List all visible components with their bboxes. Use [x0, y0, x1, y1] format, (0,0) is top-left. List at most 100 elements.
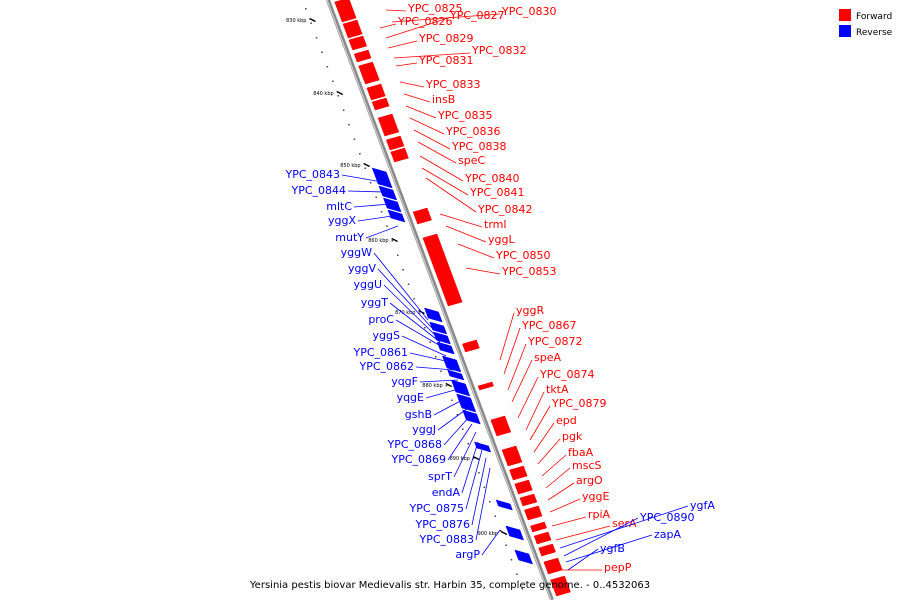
forward-gene-label[interactable]: argO	[576, 474, 603, 487]
minor-tick	[440, 370, 442, 372]
forward-gene-label[interactable]: YPC_0842	[477, 203, 533, 216]
minor-tick	[494, 515, 496, 517]
forward-gene-label[interactable]: YPC_0829	[418, 32, 474, 45]
forward-gene-label[interactable]: YPC_0840	[464, 172, 520, 185]
forward-gene-label[interactable]: YPC_0826	[397, 15, 453, 28]
forward-gene-label[interactable]: pgk	[562, 430, 583, 443]
reverse-gene-label[interactable]: proC	[368, 313, 394, 326]
forward-gene-label[interactable]: insB	[432, 93, 455, 106]
forward-gene-label[interactable]: YPC_0835	[437, 109, 493, 122]
forward-leader-line	[549, 498, 581, 513]
reverse-gene-label[interactable]: zapA	[654, 528, 681, 541]
forward-gene-label[interactable]: YPC_0872	[527, 335, 583, 348]
reverse-leader-line	[395, 319, 445, 349]
gene-arrow	[441, 355, 462, 373]
forward-leader-line	[547, 482, 575, 501]
forward-gene-label[interactable]: YPC_0836	[445, 125, 501, 138]
reverse-leader-line	[453, 431, 477, 478]
reverse-gene-label[interactable]: YPC_0883	[418, 533, 474, 546]
reverse-gene-label[interactable]: yggW	[341, 246, 372, 259]
forward-gene-label[interactable]: serA	[612, 517, 637, 530]
reverse-gene-label[interactable]: sprT	[428, 470, 452, 483]
forward-gene-label[interactable]: pepP	[604, 561, 632, 574]
forward-gene-label[interactable]: speC	[458, 154, 485, 167]
forward-gene-label[interactable]: YPC_0832	[471, 44, 527, 57]
reverse-gene-label[interactable]: mutY	[335, 231, 364, 244]
forward-gene-label[interactable]: YPC_0830	[501, 5, 557, 18]
reverse-gene-label[interactable]: yggT	[361, 296, 388, 309]
forward-gene-label[interactable]: mscS	[572, 459, 601, 472]
reverse-gene-label[interactable]: argP	[455, 548, 480, 561]
forward-gene-label[interactable]: YPC_0853	[501, 265, 557, 278]
forward-gene-label[interactable]: YPC_0825	[407, 2, 463, 15]
reverse-leader-line	[559, 505, 689, 549]
forward-gene-label[interactable]: yggR	[516, 304, 544, 317]
reverse-gene-label[interactable]: YPC_0844	[290, 184, 346, 197]
reverse-leader-line	[419, 379, 459, 383]
reverse-gene-label[interactable]: endA	[432, 486, 461, 499]
reverse-gene-label[interactable]: YPC_0890	[639, 511, 695, 524]
reverse-gene-label[interactable]: YPC_0861	[352, 346, 408, 359]
reverse-gene-label[interactable]: yqgE	[397, 391, 424, 404]
forward-gene-label[interactable]: yggL	[488, 233, 515, 246]
reverse-gene-label[interactable]: YPC_0869	[390, 453, 446, 466]
reverse-gene-label[interactable]: YPC_0868	[386, 438, 442, 451]
reverse-gene-label[interactable]: YPC_0843	[284, 168, 340, 181]
reverse-leader-line	[443, 415, 471, 446]
reverse-gene-label[interactable]: yggJ	[412, 423, 436, 436]
minor-tick	[359, 153, 361, 155]
gene-arrow	[519, 493, 538, 507]
reverse-gene-label[interactable]: yqgF	[391, 375, 418, 388]
minor-tick	[429, 341, 431, 343]
reverse-gene-label[interactable]: YPC_0876	[414, 518, 470, 531]
forward-gene-label[interactable]: YPC_0850	[495, 249, 551, 262]
reverse-leader-line	[471, 457, 487, 526]
gene-arrow	[477, 381, 494, 391]
reverse-leader-line	[565, 534, 653, 563]
forward-gene-label[interactable]: yggE	[582, 490, 609, 503]
gene-arrow	[366, 83, 386, 101]
reverse-gene-label[interactable]: yggS	[373, 329, 400, 342]
forward-leader-line	[417, 141, 457, 164]
forward-gene-label[interactable]: YPC_0838	[451, 140, 507, 153]
reverse-gene-label[interactable]: ygfB	[600, 542, 625, 555]
reverse-gene-label[interactable]: yggX	[328, 214, 356, 227]
minor-tick	[375, 196, 377, 198]
major-tick	[472, 455, 480, 461]
forward-gene-label[interactable]: speA	[534, 351, 561, 364]
forward-leader-line	[537, 438, 561, 465]
reverse-gene-label[interactable]: yggV	[348, 262, 376, 275]
forward-gene-label[interactable]: YPC_0867	[521, 319, 577, 332]
reverse-gene-label[interactable]: ygfA	[690, 499, 715, 512]
minor-tick	[483, 486, 486, 488]
gene-arrow	[514, 549, 534, 565]
reverse-gene-label[interactable]: yggU	[353, 278, 382, 291]
reverse-gene-label[interactable]: YPC_0875	[408, 502, 464, 515]
forward-leader-line	[529, 405, 551, 441]
forward-leader-line	[395, 62, 418, 67]
reverse-gene-label[interactable]: gshB	[405, 408, 432, 421]
minor-tick	[424, 327, 426, 329]
forward-gene-label[interactable]: YPC_0879	[551, 397, 607, 410]
minor-tick	[462, 428, 464, 430]
reverse-leader-line	[433, 397, 467, 416]
forward-leader-line	[445, 225, 487, 243]
gene-arrow	[358, 61, 380, 85]
forward-leader-line	[499, 312, 515, 361]
reverse-gene-label[interactable]: YPC_0862	[358, 360, 414, 373]
forward-gene-label[interactable]: trmI	[484, 218, 507, 231]
reverse-gene-label[interactable]: mltC	[326, 200, 352, 213]
forward-gene-label[interactable]: YPC_0833	[425, 78, 481, 91]
gene-arrow	[377, 113, 400, 137]
forward-gene-label[interactable]: rpiA	[588, 508, 611, 521]
forward-gene-label[interactable]: YPC_0831	[418, 54, 474, 67]
forward-leader-line	[403, 93, 431, 103]
forward-gene-label[interactable]: epd	[556, 414, 577, 427]
forward-leader-line	[545, 467, 571, 489]
forward-gene-label[interactable]: tktA	[546, 383, 569, 396]
gene-arrow	[550, 575, 571, 597]
forward-gene-label[interactable]: YPC_0874	[539, 368, 595, 381]
forward-gene-label[interactable]: YPC_0841	[469, 186, 525, 199]
forward-gene-label[interactable]: fbaA	[568, 446, 594, 459]
